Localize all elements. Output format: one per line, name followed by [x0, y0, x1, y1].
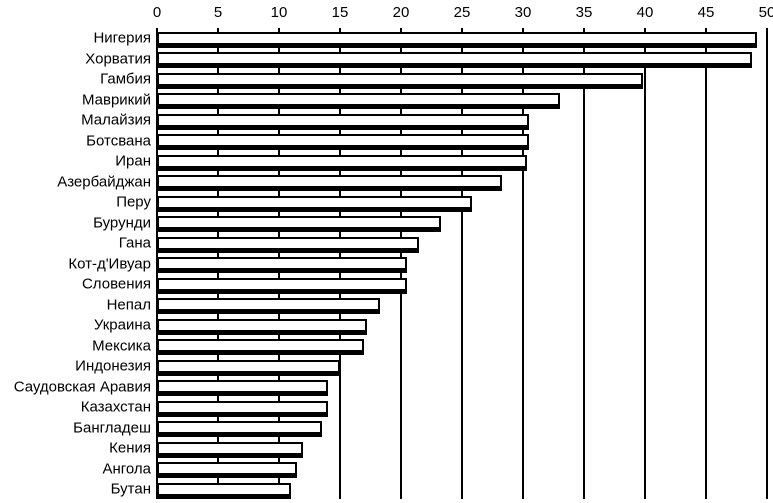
x-tick-label: 45 — [698, 4, 715, 21]
bar — [157, 216, 441, 229]
x-tick-label: 50 — [759, 4, 773, 21]
table-row: Ангола — [157, 459, 767, 480]
x-tick-label: 15 — [332, 4, 349, 21]
x-tick-label: 5 — [214, 4, 222, 21]
table-row: Мексика — [157, 336, 767, 357]
bar — [157, 421, 322, 434]
rows: НигерияХорватияГамбияМаврикийМалайзияБот… — [157, 28, 767, 499]
x-tick-label: 0 — [153, 4, 161, 21]
category-label: Бутан — [111, 481, 157, 498]
category-label: Бангладеш — [73, 419, 157, 436]
category-label: Ботсвана — [86, 132, 157, 149]
category-label: Ангола — [102, 460, 157, 477]
table-row: Кот-д'Ивуар — [157, 254, 767, 275]
category-label: Перу — [116, 194, 157, 211]
bar — [157, 483, 291, 496]
table-row: Бурунди — [157, 213, 767, 234]
table-row: Казахстан — [157, 397, 767, 418]
table-row: Непал — [157, 295, 767, 316]
table-row: Нигерия — [157, 28, 767, 49]
table-row: Украина — [157, 315, 767, 336]
category-label: Казахстан — [81, 399, 157, 416]
table-row: Малайзия — [157, 110, 767, 131]
table-row: Кения — [157, 438, 767, 459]
table-row: Словения — [157, 274, 767, 295]
table-row: Бутан — [157, 479, 767, 500]
x-tick-label: 25 — [454, 4, 471, 21]
table-row: Саудовская Аравия — [157, 377, 767, 398]
table-row: Иран — [157, 151, 767, 172]
table-row: Бангладеш — [157, 418, 767, 439]
category-label: Мексика — [92, 337, 157, 354]
bar — [157, 175, 502, 188]
bar — [157, 319, 367, 332]
x-tick-label: 20 — [393, 4, 410, 21]
category-label: Гамбия — [100, 71, 157, 88]
bar — [157, 401, 328, 414]
category-label: Непал — [107, 296, 157, 313]
table-row: Гамбия — [157, 69, 767, 90]
bar — [157, 360, 340, 373]
bar — [157, 278, 407, 291]
category-label: Хорватия — [85, 50, 157, 67]
x-tick-label: 30 — [515, 4, 532, 21]
category-label: Иран — [115, 153, 157, 170]
bar — [157, 114, 529, 127]
table-row: Хорватия — [157, 49, 767, 70]
bar — [157, 237, 419, 250]
x-tick-label: 40 — [637, 4, 654, 21]
table-row: Индонезия — [157, 356, 767, 377]
bar — [157, 339, 364, 352]
category-label: Бурунди — [93, 214, 157, 231]
category-label: Кения — [109, 440, 157, 457]
table-row: Маврикий — [157, 90, 767, 111]
category-label: Украина — [94, 317, 157, 334]
bar — [157, 462, 297, 475]
x-tick-label: 10 — [271, 4, 288, 21]
category-label: Саудовская Аравия — [14, 378, 157, 395]
bar — [157, 52, 752, 65]
category-label: Индонезия — [75, 358, 157, 375]
table-row: Ботсвана — [157, 131, 767, 152]
category-label: Маврикий — [82, 91, 157, 108]
bar — [157, 93, 560, 106]
bar — [157, 380, 328, 393]
bar — [157, 298, 380, 311]
category-label: Словения — [82, 276, 157, 293]
bar — [157, 73, 643, 86]
bar-chart: 05101520253035404550НигерияХорватияГамби… — [0, 0, 773, 503]
bar — [157, 196, 472, 209]
x-tick-label: 35 — [576, 4, 593, 21]
bar — [157, 32, 757, 45]
table-row: Азербайджан — [157, 172, 767, 193]
category-label: Нигерия — [93, 30, 157, 47]
bar — [157, 155, 527, 168]
bar — [157, 257, 407, 270]
category-label: Кот-д'Ивуар — [68, 255, 157, 272]
category-label: Гана — [119, 235, 157, 252]
table-row: Перу — [157, 192, 767, 213]
category-label: Азербайджан — [57, 173, 157, 190]
bar — [157, 442, 303, 455]
table-row: Гана — [157, 233, 767, 254]
bar — [157, 134, 529, 147]
category-label: Малайзия — [81, 112, 157, 129]
